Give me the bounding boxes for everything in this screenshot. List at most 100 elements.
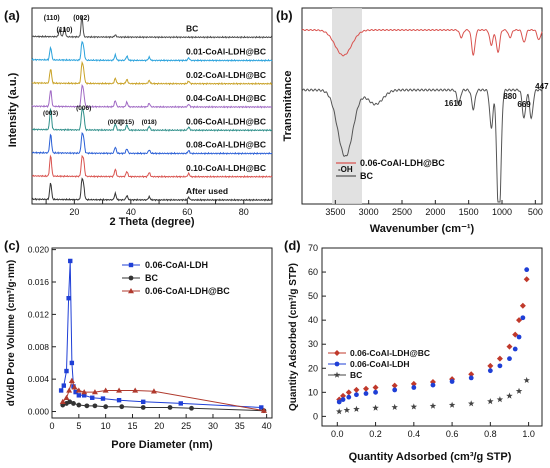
- iso-point-2-7: [448, 401, 456, 408]
- iso-point-1-8: [430, 382, 436, 388]
- ftir-curve-0: [301, 28, 543, 57]
- iso-xtick-label-1: 0.2: [369, 429, 382, 439]
- iso-point-2-12: [515, 387, 523, 394]
- iso-point-1-2: [346, 394, 352, 400]
- psd-point-2-7: [91, 389, 98, 395]
- psd-point-2-1: [63, 394, 70, 400]
- iso-xtick-label-4: 0.8: [484, 429, 497, 439]
- xrd-series-label-3: 0.04-CoAl-LDH@BC: [186, 93, 266, 103]
- panel-c-xlabel: Pore Diameter (nm): [111, 439, 213, 451]
- xrd-curve-0: [31, 15, 273, 39]
- psd-point-0-14: [178, 401, 183, 406]
- iso-point-1-14: [512, 346, 518, 352]
- xrd-peak-label-4: (006): [76, 105, 91, 112]
- iso-point-1-7: [411, 385, 417, 390]
- iso-point-2-8: [468, 400, 475, 407]
- iso-point-2-10: [496, 396, 504, 403]
- iso-legend-marker-2: [333, 371, 341, 378]
- psd-xtick-label-6: 30: [208, 421, 218, 431]
- xrd-peak-label-0: (110): [44, 15, 60, 22]
- psd-point-0-8: [76, 393, 82, 398]
- psd-ytick-label-5: 0.020: [28, 245, 50, 255]
- psd-ytick-label-1: 0.004: [28, 374, 50, 384]
- iso-point-1-0: [336, 399, 342, 405]
- iso-legend-label-2: BC: [350, 370, 362, 380]
- iso-xtick-label-3: 0.6: [446, 429, 459, 439]
- panel-b: (b) 3500 3000 2500 2000 1500 1000 500 0.06-CoA…: [276, 7, 549, 235]
- psd-point-1-7: [103, 404, 109, 410]
- xrd-series-label-5: 0.08-CoAl-LDH@BC: [186, 140, 266, 150]
- xrd-xtick-label-3: 80: [239, 207, 249, 217]
- iso-point-0-14: [512, 331, 519, 338]
- iso-point-2-13: [523, 376, 530, 383]
- iso-ytick-label-1: 10: [308, 387, 318, 397]
- psd-legend-label-0: 0.06-CoAl-LDH: [145, 260, 208, 270]
- ftir-curve-1: [301, 88, 543, 203]
- iso-point-2-6: [429, 402, 437, 409]
- ftir-annotation-3: 447: [535, 82, 549, 91]
- psd-point-1-6: [92, 403, 98, 409]
- psd-point-0-3: [66, 295, 71, 301]
- xrd-series-label-0: BC: [186, 23, 198, 33]
- iso-point-0-5: [372, 384, 379, 391]
- panel-d-frame: [321, 247, 543, 427]
- panel-d-ylabel: Quantity Adsorbed (cm³/g STP): [288, 263, 299, 411]
- iso-point-1-13: [507, 356, 512, 362]
- psd-xtick-label-5: 25: [181, 421, 191, 431]
- iso-legend-label-0: 0.06-CoAl-LDH@BC: [350, 348, 430, 358]
- psd-xtick-label-3: 15: [127, 421, 137, 431]
- iso-point-1-1: [340, 397, 346, 402]
- iso-point-0-11: [487, 362, 494, 369]
- panel-c-ylabel: dV/dD Pore Volume (cm³/g·nm): [6, 260, 17, 407]
- xrd-series-label-2: 0.02-CoAl-LDH@BC: [186, 70, 266, 80]
- ftir-xtick-label-2: 2500: [392, 207, 412, 217]
- panel-d-xlabel: Quantity Adsorbed (cm³/g STP): [349, 451, 512, 463]
- ftir-xtick-label-1: 3000: [359, 207, 379, 217]
- ftir-xtick-label-4: 1500: [459, 207, 479, 217]
- psd-point-0-5: [69, 360, 75, 366]
- xrd-curve-3: [31, 83, 273, 109]
- ftir-annotation-1: 880: [503, 92, 517, 101]
- panel-b-ylabel: Transmitance: [282, 71, 294, 142]
- xrd-curve-2: [31, 60, 273, 86]
- panel-a-xlabel: 2 Theta (degree): [110, 216, 195, 228]
- xrd-peak-label-5: (009): [108, 119, 123, 126]
- xrd-peak-label-6: (015): [119, 119, 134, 126]
- psd-ytick-label-0: 0.000: [28, 407, 50, 417]
- panel-c-label: (c): [4, 238, 20, 253]
- psd-ytick-label-4: 0.016: [28, 277, 50, 287]
- iso-point-2-1: [343, 406, 351, 413]
- psd-point-0-12: [116, 397, 122, 403]
- iso-point-0-13: [506, 343, 513, 350]
- psd-point-1-2: [67, 399, 73, 405]
- iso-ytick-label-7: 70: [308, 243, 318, 253]
- panel-a-ylabel: Intensity (a.u.): [7, 72, 19, 147]
- iso-point-1-12: [497, 363, 503, 369]
- psd-ytick-label-3: 0.012: [28, 309, 50, 319]
- psd-point-0-10: [90, 395, 95, 400]
- iso-point-1-4: [363, 391, 369, 396]
- iso-ytick-label-4: 40: [308, 315, 318, 325]
- psd-point-2-10: [132, 387, 139, 393]
- psd-xtick-label-7: 35: [235, 421, 245, 431]
- iso-ytick-label-0: 0: [313, 411, 318, 421]
- iso-legend-label-1: 0.06-CoAl-LDH: [350, 359, 410, 369]
- psd-point-2-5: [75, 387, 82, 393]
- psd-xtick-label-4: 20: [154, 421, 164, 431]
- psd-point-0-7: [73, 389, 78, 395]
- psd-point-0-11: [100, 396, 106, 401]
- iso-ytick-label-2: 20: [308, 363, 318, 373]
- iso-point-0-10: [468, 371, 475, 378]
- psd-point-2-4: [71, 384, 78, 390]
- xrd-peak-label-3: (003): [43, 110, 58, 117]
- xrd-series-label-4: 0.06-CoAl-LDH@BC: [186, 116, 266, 126]
- xrd-curve-1: [31, 40, 273, 63]
- psd-xtick-label-0: 0: [49, 421, 54, 431]
- psd-point-1-10: [167, 405, 173, 410]
- psd-point-1-11: [189, 405, 194, 411]
- iso-point-0-16: [519, 302, 526, 309]
- iso-point-0-7: [410, 380, 417, 387]
- xrd-curve-4: [31, 107, 273, 132]
- psd-ytick-label-2: 0.008: [28, 342, 50, 352]
- panel-a-frame: [31, 7, 273, 205]
